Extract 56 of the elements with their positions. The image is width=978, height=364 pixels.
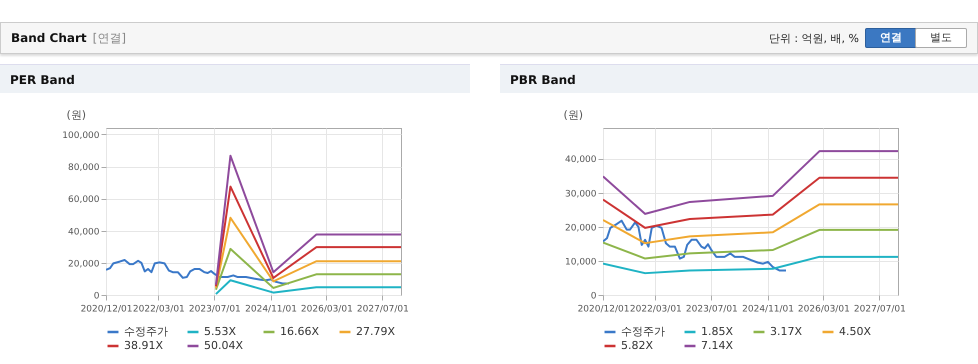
line-series bbox=[603, 150, 898, 215]
line-series bbox=[214, 279, 401, 295]
legend-label: 5.53X bbox=[204, 325, 236, 338]
line-series bbox=[603, 176, 898, 229]
text: 별도 bbox=[915, 28, 967, 48]
line-series bbox=[214, 186, 401, 288]
x-tick-label: 2024/11/01 bbox=[245, 304, 298, 314]
y-tick-label: 10,000 bbox=[565, 257, 597, 268]
x-tick-label: 2023/07/01 bbox=[686, 304, 738, 314]
x-tick-label: 2027/07/01 bbox=[854, 304, 906, 314]
line-series bbox=[603, 256, 898, 274]
y-tick-label: 40,000 bbox=[68, 227, 100, 238]
y-tick-label: 0 bbox=[94, 292, 100, 302]
text: 단위 : 억원, 배, % bbox=[768, 31, 859, 46]
line-series bbox=[603, 220, 787, 272]
text: Band Chart bbox=[11, 31, 87, 45]
x-tick-label: 2026/03/01 bbox=[798, 304, 850, 314]
y-tick-label: 40,000 bbox=[565, 155, 597, 166]
line-series bbox=[214, 248, 401, 291]
legend-label: 수정주가 bbox=[621, 325, 665, 338]
x-tick-label: 2024/11/01 bbox=[742, 304, 794, 314]
x-tick-label: 2020/12/01 bbox=[578, 304, 630, 314]
legend-label: 27.79X bbox=[356, 325, 396, 338]
legend-label: 1.85X bbox=[701, 325, 734, 338]
legend-label: 수정주가 bbox=[124, 325, 168, 338]
legend-label: 3.17X bbox=[770, 325, 802, 338]
x-tick-label: 2022/03/01 bbox=[630, 304, 682, 314]
line-series bbox=[603, 203, 898, 244]
x-tick-label: 2027/07/01 bbox=[356, 304, 409, 314]
line-series bbox=[214, 154, 401, 286]
y-tick-label: 30,000 bbox=[565, 189, 597, 200]
y-axis-title: (원) bbox=[564, 108, 584, 122]
x-tick-label: 2020/12/01 bbox=[80, 304, 132, 314]
chart-title: PBR Band bbox=[500, 64, 978, 93]
y-tick-label: 20,000 bbox=[565, 223, 597, 234]
y-tick-label: 80,000 bbox=[68, 163, 100, 174]
legend-label: 5.82X bbox=[621, 339, 654, 352]
y-tick-label: 20,000 bbox=[68, 259, 100, 270]
y-tick-label: 100,000 bbox=[62, 130, 100, 141]
chart-title: PER Band bbox=[0, 64, 470, 93]
y-tick-label: 0 bbox=[590, 292, 597, 302]
line-series bbox=[106, 258, 290, 284]
x-tick-label: 2022/03/01 bbox=[132, 304, 185, 314]
legend-label: 16.66X bbox=[280, 325, 320, 338]
y-tick-label: 60,000 bbox=[68, 195, 100, 206]
legend-label: 4.50X bbox=[839, 325, 872, 338]
text: [연결] bbox=[92, 31, 126, 45]
x-tick-label: 2026/03/01 bbox=[300, 304, 353, 314]
x-tick-label: 2023/07/01 bbox=[188, 304, 241, 314]
legend-label: 50.04X bbox=[204, 339, 244, 352]
legend-label: 38.91X bbox=[124, 339, 164, 352]
text: 연결 bbox=[865, 28, 917, 48]
line-series bbox=[603, 228, 898, 260]
y-axis-title: (원) bbox=[66, 108, 86, 122]
legend-label: 7.14X bbox=[701, 339, 734, 352]
line-series bbox=[214, 216, 401, 289]
